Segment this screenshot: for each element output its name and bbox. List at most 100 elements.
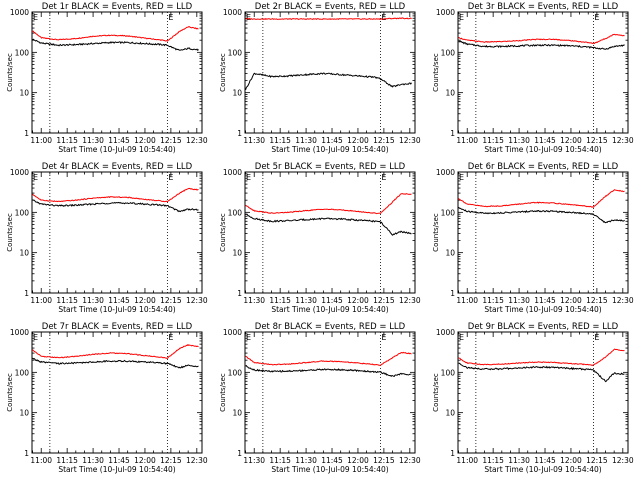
- x-tick-label: 12:15: [373, 136, 395, 145]
- panel-det-9: Det 9r BLACK = Events, RED = LLD 1 10 100 10…: [432, 322, 634, 474]
- events-rate-line: [245, 364, 412, 378]
- x-tick-label: 12:00: [134, 456, 156, 465]
- lld-rate-line: [245, 351, 412, 366]
- x-tick-label: 11:30: [295, 456, 317, 465]
- x-tick-label: 12:15: [373, 296, 395, 305]
- panel-det-3: Det 3r BLACK = Events, RED = LLD 1 10 100 10…: [432, 2, 634, 154]
- y-tick-label: 100: [15, 368, 30, 377]
- x-tick-label: 11:15: [56, 136, 78, 145]
- x-tick-label: 12:30: [399, 296, 421, 305]
- x-tick-label: 12:30: [399, 456, 421, 465]
- plot-frame: [244, 11, 416, 134]
- y-tick-label: 10: [19, 249, 29, 258]
- panel-det-1: Det 1r BLACK = Events, RED = LLD 1 10 100 10…: [6, 2, 208, 154]
- y-axis-label: Counts/sec: [219, 53, 227, 92]
- lld-rate-line: [458, 189, 625, 208]
- x-tick-label: 11:45: [108, 456, 130, 465]
- flag-label: E: [33, 13, 38, 22]
- lld-rate-line: [245, 17, 412, 21]
- x-tick-label: 11:15: [482, 136, 504, 145]
- x-tick-label: 11:30: [82, 296, 104, 305]
- x-tick-label: 12:00: [560, 296, 582, 305]
- plot-frame: [457, 331, 629, 454]
- x-tick-label: 12:30: [612, 456, 634, 465]
- y-tick-label: 1000: [436, 168, 455, 177]
- y-tick-label: 1: [450, 129, 455, 138]
- flag-label: E: [168, 173, 173, 182]
- x-tick-label: 11:00: [30, 136, 52, 145]
- y-tick-label: 100: [15, 208, 30, 217]
- x-tick-label: 12:00: [347, 456, 369, 465]
- x-tick-label: 12:15: [586, 136, 608, 145]
- y-axis-label: Counts/sec: [432, 53, 440, 92]
- flag-label: E: [246, 13, 251, 22]
- flag-label: E: [594, 13, 599, 22]
- y-tick-label: 100: [441, 48, 456, 57]
- panel-title: Det 2r BLACK = Events, RED = LLD: [255, 2, 406, 12]
- y-tick-label: 1000: [223, 328, 242, 337]
- x-tick-label: 12:30: [186, 456, 208, 465]
- x-axis-label: Start Time (10-Jul-09 10:54:40): [484, 465, 601, 474]
- y-tick-label: 1000: [436, 8, 455, 17]
- y-tick-label: 1000: [436, 328, 455, 337]
- flag-label: E: [381, 333, 386, 342]
- x-tick-label: 12:30: [612, 296, 634, 305]
- lld-rate-line: [458, 348, 625, 367]
- x-tick-label: 11:15: [269, 136, 291, 145]
- x-tick-label: 12:00: [560, 456, 582, 465]
- x-tick-label: 11:30: [508, 296, 530, 305]
- flag-label: E: [33, 333, 38, 342]
- y-tick-label: 100: [441, 208, 456, 217]
- y-tick-label: 10: [445, 89, 455, 98]
- flag-label: E: [594, 333, 599, 342]
- flag-label: E: [459, 13, 464, 22]
- x-axis-label: Start Time (10-Jul-09 10:54:40): [58, 465, 175, 474]
- x-tick-label: 11:30: [243, 456, 265, 465]
- y-tick-label: 1000: [10, 328, 29, 337]
- x-axis-label: Start Time (10-Jul-09 10:54:40): [271, 145, 388, 154]
- flag-label: E: [381, 173, 386, 182]
- x-tick-label: 11:15: [269, 456, 291, 465]
- y-tick-label: 10: [19, 89, 29, 98]
- x-axis-label: Start Time (10-Jul-09 10:54:40): [484, 145, 601, 154]
- x-tick-label: 12:00: [134, 296, 156, 305]
- x-tick-label: 11:15: [56, 296, 78, 305]
- x-tick-label: 11:30: [295, 296, 317, 305]
- x-tick-label: 12:00: [134, 136, 156, 145]
- flag-label: E: [33, 173, 38, 182]
- y-axis-label: Counts/sec: [6, 213, 14, 252]
- flag-label: E: [246, 333, 251, 342]
- y-tick-label: 10: [445, 409, 455, 418]
- y-tick-label: 1000: [223, 8, 242, 17]
- x-tick-label: 11:00: [456, 136, 478, 145]
- x-tick-label: 11:00: [456, 456, 478, 465]
- events-rate-line: [32, 199, 199, 213]
- x-axis-label: Start Time (10-Jul-09 10:54:40): [271, 305, 388, 314]
- panel-det-2: Det 2r BLACK = Events, RED = LLD 1 10 100 10…: [219, 2, 421, 154]
- x-tick-label: 11:30: [82, 456, 104, 465]
- x-tick-label: 11:30: [508, 456, 530, 465]
- x-tick-label: 12:30: [399, 136, 421, 145]
- x-tick-label: 11:45: [534, 296, 556, 305]
- flag-label: E: [246, 173, 251, 182]
- y-tick-label: 1: [237, 449, 242, 458]
- y-tick-label: 10: [445, 249, 455, 258]
- x-tick-label: 12:15: [586, 296, 608, 305]
- x-tick-label: 11:30: [243, 296, 265, 305]
- panel-det-8: Det 8r BLACK = Events, RED = LLD 1 10 100 10…: [219, 322, 421, 474]
- lld-rate-line: [32, 187, 199, 203]
- x-axis-label: Start Time (10-Jul-09 10:54:40): [484, 305, 601, 314]
- y-tick-label: 100: [228, 208, 243, 217]
- panel-title: Det 5r BLACK = Events, RED = LLD: [255, 162, 406, 172]
- flag-label: E: [168, 333, 173, 342]
- lld-rate-line: [32, 26, 199, 42]
- y-tick-label: 1: [237, 289, 242, 298]
- x-tick-label: 12:15: [373, 456, 395, 465]
- flag-label: E: [459, 333, 464, 342]
- x-axis-label: Start Time (10-Jul-09 10:54:40): [58, 145, 175, 154]
- y-axis-label: Counts/sec: [219, 213, 227, 252]
- panel-title: Det 7r BLACK = Events, RED = LLD: [42, 322, 193, 332]
- y-tick-label: 1: [24, 289, 29, 298]
- y-tick-label: 10: [232, 249, 242, 258]
